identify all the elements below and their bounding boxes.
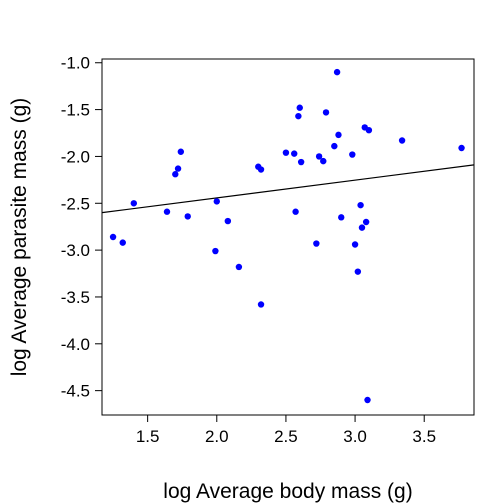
data-point [333,68,341,76]
data-point [257,166,265,173]
data-point [213,198,220,205]
data-point [322,109,330,116]
y-tick-label: -2.5 [61,194,90,213]
data-point [320,157,327,165]
data-point [331,142,338,150]
plot-frame [101,58,475,416]
y-tick-label: -4.0 [61,335,90,354]
data-point [282,149,290,156]
x-axis-title: log Average body mass (g) [163,480,412,503]
data-point [351,241,359,248]
regression-line [101,164,475,214]
x-tick-label: 2.5 [274,427,298,446]
y-tick-label: -2.0 [61,147,90,166]
data-point [458,144,465,152]
data-point [257,301,265,308]
data-point [291,150,298,157]
data-point [362,218,370,226]
data-point [398,137,406,144]
y-tick-label: -4.5 [61,382,90,401]
data-point [297,158,305,166]
data-point [235,263,243,271]
x-tick-label: 3.0 [343,427,367,446]
data-point [172,171,179,178]
data-point [338,214,345,221]
data-point [224,217,232,225]
data-point [364,396,371,404]
x-tick-label: 2.0 [205,427,229,446]
data-point [313,240,320,247]
data-points [109,68,465,404]
data-point [184,213,191,220]
data-point [130,200,138,207]
data-point [109,233,117,241]
data-point [212,247,219,255]
y-tick-label: -1.5 [61,101,90,120]
data-point [335,131,342,139]
data-point [365,127,373,134]
y-axis: -1.0 -1.5 -2.0 -2.5 -3.0 -3.5 -4.0 -4.5 [61,54,102,401]
y-tick-label: -1.0 [61,54,90,73]
data-point [163,208,171,215]
data-point [177,148,185,155]
data-point [296,104,303,111]
y-axis-title: log Average parasite mass (g) [8,98,31,377]
data-point [349,151,356,158]
y-tick-label: -3.0 [61,241,90,260]
data-point [357,201,364,209]
data-point [315,153,323,160]
data-point [292,208,299,215]
data-point [119,239,126,246]
data-point [358,224,366,231]
data-point [174,165,182,172]
x-tick-label: 1.5 [136,427,160,446]
data-point [354,268,362,275]
data-point [295,112,302,120]
x-axis: 1.5 2.0 2.5 3.0 3.5 [136,415,436,446]
y-tick-label: -3.5 [61,288,90,307]
x-tick-label: 3.5 [412,427,436,446]
